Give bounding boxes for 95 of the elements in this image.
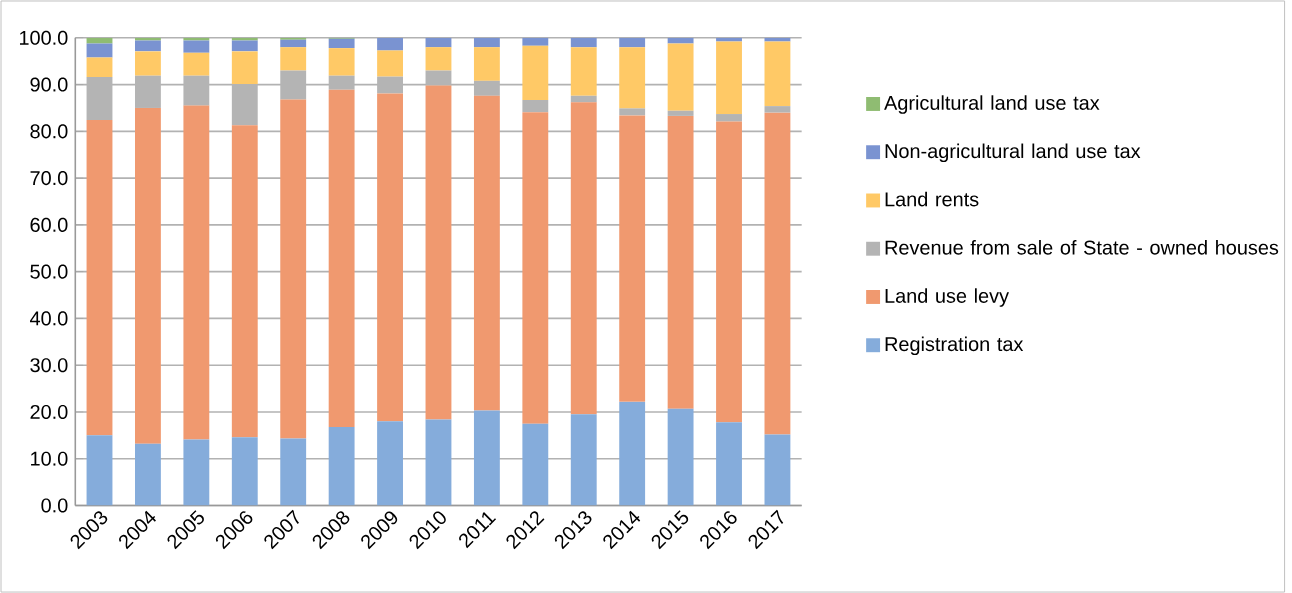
bar	[328, 48, 355, 76]
bar	[425, 47, 452, 71]
bar	[86, 77, 113, 121]
bar	[135, 40, 161, 52]
bar	[425, 419, 452, 506]
bar	[522, 112, 549, 424]
bar	[473, 47, 500, 81]
bar	[328, 426, 355, 506]
y-tick-label: 20.0	[30, 404, 68, 419]
bar	[667, 110, 694, 116]
y-tick-label: 60.0	[30, 217, 68, 232]
bar	[619, 108, 646, 116]
bar	[522, 100, 549, 113]
bar	[183, 40, 210, 53]
y-tick-label: 0.0	[41, 498, 68, 513]
bar	[522, 45, 549, 100]
bar	[377, 50, 403, 77]
bar	[425, 70, 452, 86]
bar	[377, 76, 403, 94]
legend-label: Land rents	[885, 191, 979, 207]
bar	[764, 41, 791, 107]
bar	[570, 37, 597, 48]
bar	[716, 121, 742, 423]
bar	[135, 37, 161, 41]
bar	[619, 401, 646, 506]
bar	[716, 41, 742, 115]
legend-label: Non-agricultural land use tax	[885, 143, 1141, 163]
legend-label: Registration tax	[885, 336, 1024, 356]
y-tick-label: 70.0	[30, 171, 68, 186]
bar	[231, 40, 258, 52]
bar	[473, 37, 500, 48]
bar	[716, 37, 742, 42]
bar	[135, 75, 161, 108]
bar	[183, 37, 210, 41]
bar	[716, 114, 742, 122]
bar	[473, 95, 500, 411]
bar	[377, 421, 403, 506]
y-tick-label: 10.0	[31, 451, 68, 466]
bar	[183, 52, 210, 76]
legend-label: Land use levy	[885, 288, 1009, 307]
bar	[716, 422, 742, 506]
bar	[86, 120, 113, 436]
y-tick-label: 40.0	[30, 311, 68, 326]
bar	[231, 51, 258, 85]
bar	[570, 47, 597, 96]
bar	[231, 437, 258, 506]
bar	[280, 99, 307, 439]
bar	[231, 37, 258, 41]
bar	[377, 93, 403, 422]
bar	[667, 408, 694, 506]
legend-label: Agricultural land use tax	[884, 95, 1100, 114]
bar	[764, 112, 791, 435]
bar	[280, 70, 307, 100]
bar	[280, 39, 307, 48]
bar	[764, 106, 791, 113]
bar	[619, 47, 646, 109]
bar	[231, 84, 258, 126]
bar	[425, 85, 452, 420]
y-tick-label: 50.0	[30, 264, 68, 279]
bar	[280, 438, 307, 506]
bar	[764, 37, 791, 42]
bar	[473, 80, 500, 96]
bar	[328, 89, 355, 427]
bar	[619, 37, 646, 48]
bar	[425, 37, 452, 48]
bar	[570, 102, 597, 415]
bar	[183, 439, 210, 506]
bar	[667, 115, 694, 409]
bar	[183, 105, 210, 440]
legend-label: Revenue from sale of State - owned houses	[885, 240, 1279, 255]
bar	[570, 414, 597, 506]
bar	[328, 75, 355, 90]
bar	[280, 47, 307, 71]
bar	[619, 115, 646, 402]
y-tick-label: 90.0	[30, 77, 68, 92]
bar	[522, 37, 549, 46]
bar	[667, 37, 694, 44]
y-tick-label: 80.0	[30, 124, 68, 139]
bar	[135, 107, 161, 444]
bar	[377, 37, 403, 51]
bar	[231, 125, 258, 438]
y-tick-label: 30.0	[30, 358, 68, 373]
bar	[570, 95, 597, 103]
bar	[667, 43, 694, 111]
bar	[183, 75, 210, 106]
bar	[135, 51, 161, 76]
bar	[135, 443, 161, 506]
bar	[522, 423, 549, 506]
bar	[473, 410, 500, 506]
y-tick-label: 100.0	[19, 30, 68, 45]
bar	[764, 434, 791, 506]
bar	[86, 57, 113, 78]
bar	[86, 43, 113, 58]
bar	[328, 38, 355, 49]
bar	[86, 435, 113, 506]
